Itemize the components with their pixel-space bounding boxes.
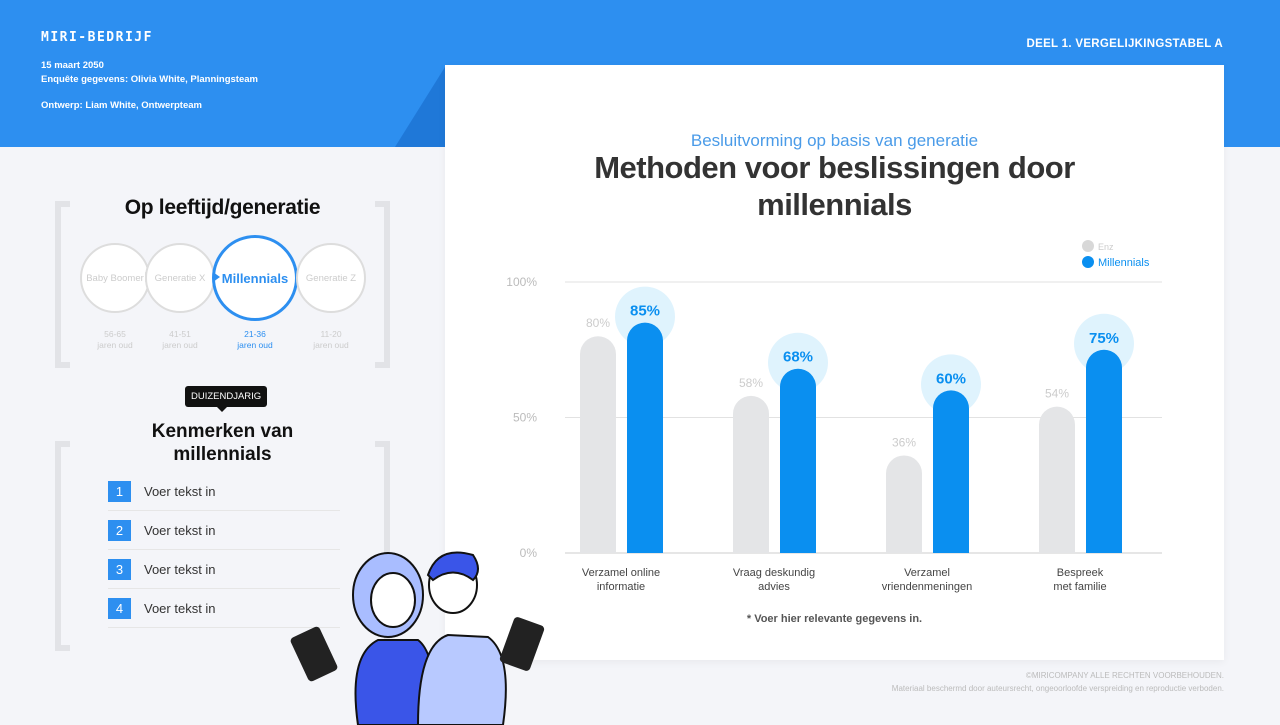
data-label: 54% bbox=[1045, 387, 1069, 401]
bar-chart: 0% 50% 100% 80% 85% Verzamel online informatie… bbox=[506, 240, 1162, 593]
gen-z: Generatie Z bbox=[296, 243, 366, 313]
x-tick-label: vriendenmeningen bbox=[882, 581, 973, 593]
traits-title: Kenmerken van millennials bbox=[151, 421, 294, 465]
legal-notice: Materiaal beschermd door auteursrecht, o… bbox=[891, 684, 1224, 693]
bar-millennials bbox=[933, 390, 969, 553]
people-illustration bbox=[290, 551, 545, 725]
data-label: 85% bbox=[630, 303, 660, 320]
bar-other bbox=[886, 455, 922, 553]
data-label: 68% bbox=[783, 349, 813, 366]
legend-label: Millennials bbox=[1098, 257, 1150, 269]
bar-millennials bbox=[1086, 349, 1122, 553]
bar-other bbox=[733, 395, 769, 553]
legend-swatch bbox=[1082, 256, 1094, 268]
section-label: DEEL 1. VERGELIJKINGSTABEL A bbox=[1026, 38, 1223, 50]
list-item: 1 Voer tekst in bbox=[108, 472, 340, 511]
age-label: 21-36 jaren oud bbox=[220, 329, 290, 351]
data-label: 60% bbox=[936, 370, 966, 387]
brand-logo: MIRI-BEDRIJF bbox=[41, 30, 153, 45]
gen-x: Generatie X bbox=[145, 243, 215, 313]
data-label: 36% bbox=[892, 435, 916, 449]
gen-millennials: Millennials bbox=[212, 235, 298, 321]
chart-note: * Voer hier relevante gegevens in. bbox=[746, 613, 923, 625]
design-credit: Ontwerp: Liam White, Ontwerpteam bbox=[41, 100, 202, 111]
age-label: 11-20 jaren oud bbox=[296, 329, 366, 351]
y-tick-label: 0% bbox=[520, 546, 538, 560]
x-tick-label: Verzamel online bbox=[582, 567, 660, 579]
age-range: 11-20 bbox=[320, 329, 342, 339]
age-range: 41-51 bbox=[169, 329, 191, 339]
bar-other bbox=[580, 336, 616, 553]
list-number: 4 bbox=[108, 597, 131, 619]
chart-card: Besluitvorming op basis van generatie Me… bbox=[445, 65, 1224, 660]
header-meta: 15 maart 2050 Enquête gegevens: Olivia W… bbox=[41, 59, 258, 113]
y-tick-label: 50% bbox=[513, 411, 537, 425]
arrow-icon bbox=[213, 272, 220, 282]
list-text[interactable]: Voer tekst in bbox=[144, 600, 216, 616]
bar-other bbox=[1039, 406, 1075, 553]
data-label: 80% bbox=[586, 316, 610, 330]
x-tick-label: Verzamel bbox=[904, 567, 950, 579]
chart-title-text: Methoden voor beslissingen door millenni… bbox=[594, 150, 1075, 222]
date: 15 maart 2050 bbox=[41, 60, 104, 71]
age-label: 41-51 jaren oud bbox=[145, 329, 215, 351]
y-tick-label: 100% bbox=[506, 275, 537, 289]
gen-baby-boomer: Baby Boomer bbox=[80, 243, 150, 313]
age-unit: jaren oud bbox=[97, 340, 133, 350]
x-tick-label: Bespreek bbox=[1057, 567, 1104, 579]
chart-title: Methoden voor beslissingen door millenni… bbox=[445, 149, 1224, 223]
survey-credit: Enquête gegevens: Olivia White, Planning… bbox=[41, 73, 258, 85]
list-text[interactable]: Voer tekst in bbox=[144, 561, 216, 577]
age-label: 56-65 jaren oud bbox=[80, 329, 150, 351]
list-item: 2 Voer tekst in bbox=[108, 511, 340, 550]
list-number: 3 bbox=[108, 558, 131, 580]
x-tick-label: informatie bbox=[597, 581, 645, 593]
gen-title: Op leeftijd/generatie bbox=[124, 196, 321, 219]
bar-millennials bbox=[627, 322, 663, 553]
list-text[interactable]: Voer tekst in bbox=[144, 483, 216, 499]
list-item: 3 Voer tekst in bbox=[108, 550, 340, 589]
x-tick-label: met familie bbox=[1053, 581, 1106, 593]
age-unit: jaren oud bbox=[162, 340, 198, 350]
list-text[interactable]: Voer tekst in bbox=[144, 522, 216, 538]
data-label: 58% bbox=[739, 376, 763, 390]
list-number: 1 bbox=[108, 480, 131, 502]
bar-millennials bbox=[780, 368, 816, 553]
chart-subtitle: Besluitvorming op basis van generatie bbox=[690, 131, 979, 150]
legend-label: Enz bbox=[1098, 242, 1114, 252]
data-label: 75% bbox=[1089, 330, 1119, 347]
copyright: ©MIRICOMPANY ALLE RECHTEN VOORBEHOUDEN. bbox=[1025, 671, 1224, 680]
age-unit: jaren oud bbox=[313, 340, 349, 350]
list-number: 2 bbox=[108, 519, 131, 541]
list-item: 4 Voer tekst in bbox=[108, 589, 340, 628]
age-unit: jaren oud bbox=[237, 340, 273, 350]
decor-slant bbox=[395, 67, 445, 147]
x-tick-label: Vraag deskundig bbox=[733, 567, 815, 579]
x-tick-label: advies bbox=[758, 581, 790, 593]
legend-swatch bbox=[1082, 240, 1094, 252]
tag-badge: DUIZENDJARIG bbox=[185, 386, 268, 412]
age-range: 21-36 bbox=[244, 329, 266, 339]
age-range: 56-65 bbox=[104, 329, 126, 339]
